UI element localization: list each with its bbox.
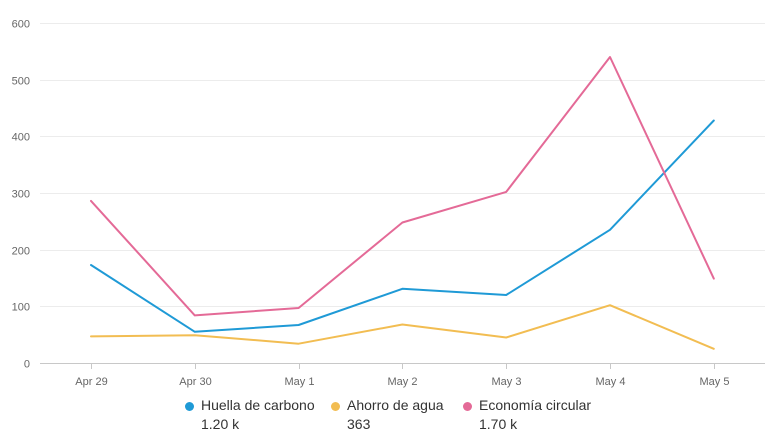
legend-series-name: Economía circular	[479, 397, 592, 413]
x-tick-label: May 2	[388, 376, 418, 388]
series-line-2	[90, 56, 715, 317]
legend-marker	[331, 402, 340, 411]
legend-series-total: 1.70 k	[479, 416, 518, 432]
legend-series-total: 363	[347, 416, 371, 432]
legend-marker	[463, 402, 472, 411]
x-tick-label: May 3	[492, 376, 522, 388]
y-tick-label: 300	[12, 189, 30, 201]
legend-series-name: Huella de carbono	[201, 397, 315, 413]
series-line-1	[90, 304, 715, 350]
legend: Huella de carbono 1.20 k Ahorro de agua …	[0, 396, 767, 441]
legend-marker	[185, 402, 194, 411]
y-axis: 0 100 200 300 400 500 600	[12, 19, 30, 371]
legend-series-name: Ahorro de agua	[347, 397, 444, 413]
y-tick-label: 600	[12, 19, 30, 31]
x-tick-label: May 4	[596, 376, 626, 388]
grid-lines	[40, 23, 765, 307]
x-tick-label: May 5	[700, 376, 730, 388]
y-tick-label: 400	[12, 132, 30, 144]
y-tick-label: 500	[12, 76, 30, 88]
x-tick-label: Apr 30	[179, 376, 211, 388]
y-tick-label: 0	[24, 359, 30, 371]
x-tick-label: Apr 29	[75, 376, 107, 388]
x-tick-label: May 1	[285, 376, 315, 388]
y-tick-label: 200	[12, 246, 30, 258]
x-axis: Apr 29 Apr 30 May 1 May 2 May 3 May 4 May 5	[40, 363, 765, 388]
legend-series-total: 1.20 k	[201, 416, 240, 432]
series-line-0	[90, 119, 715, 333]
y-tick-label: 100	[12, 302, 30, 314]
series-lines	[90, 56, 715, 350]
